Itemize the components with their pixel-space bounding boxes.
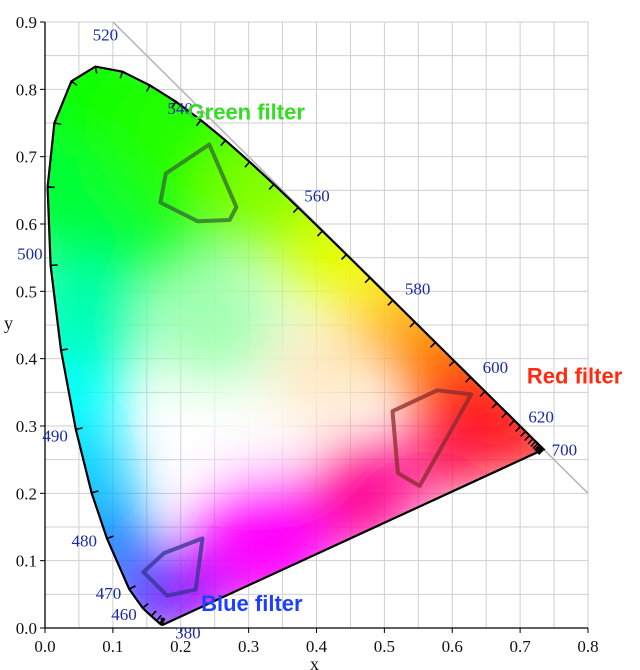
wavelength-tick: [128, 585, 136, 590]
x-tick-label: 0.0: [34, 637, 55, 656]
gamut-blob: [47, 257, 147, 393]
x-tick-label: 0.5: [374, 637, 395, 656]
wavelength-tick: [535, 446, 542, 453]
wavelength-tick: [534, 445, 542, 452]
y-tick-label: 0.6: [16, 215, 37, 234]
wavelength-tick: [155, 614, 162, 622]
wavelength-tick: [501, 412, 508, 419]
wavelength-tick: [340, 253, 348, 261]
wavelength-tick: [268, 183, 275, 190]
wavelength-label: 540: [167, 99, 193, 118]
wavelength-tick: [409, 321, 416, 328]
wavelength-tick: [106, 535, 114, 540]
wavelength-tick: [60, 348, 68, 351]
y-axis-title: y: [4, 313, 13, 333]
wavelength-tick: [75, 427, 83, 431]
wavelength-tick: [244, 161, 251, 168]
x-tick-label: 0.4: [306, 637, 328, 656]
y-tick-label: 0.7: [16, 148, 38, 167]
wavelength-tick: [465, 376, 472, 383]
x-tick-label: 0.3: [238, 637, 259, 656]
wavelength-tick: [292, 206, 299, 214]
y-tick-label: 0.3: [16, 417, 37, 436]
wavelength-tick: [448, 360, 455, 367]
gamut-blob: [268, 325, 365, 420]
filter-label: Blue filter: [201, 591, 303, 616]
filter-outline: [390, 388, 474, 488]
wavelength-tick: [150, 610, 157, 617]
wavelength-tick: [159, 617, 165, 624]
wavelength-label: 470: [96, 584, 122, 603]
wavelength-tick: [145, 84, 151, 92]
wavelength-tick: [527, 438, 534, 445]
filter-outline: [141, 536, 205, 598]
wavelength-label: 620: [528, 407, 554, 426]
wavelength-tick: [532, 442, 539, 450]
y-tick-label: 0.0: [16, 619, 37, 638]
wavelength-tick: [479, 390, 486, 397]
wavelength-tick: [515, 425, 522, 433]
wavelength-label: 500: [17, 244, 43, 263]
x-tick-label: 0.1: [102, 637, 123, 656]
gamut-blob: [153, 264, 276, 386]
wavelength-tick: [160, 618, 166, 625]
wavelength-label: 380: [175, 624, 201, 643]
wavelength-tick: [142, 602, 149, 609]
wavelength-label: 580: [405, 279, 431, 298]
wavelength-tick: [533, 444, 540, 451]
x-tick-label: 0.7: [510, 637, 532, 656]
wavelength-tick: [91, 490, 99, 494]
wavelength-tick: [519, 430, 527, 437]
wavelength-tick: [508, 419, 515, 426]
wavelength-tick: [491, 402, 498, 409]
filter-outline: [158, 142, 239, 224]
wavelength-label: 600: [483, 358, 509, 377]
wavelength-label: 480: [71, 532, 97, 551]
wavelength-ticks: [47, 66, 545, 625]
wavelength-tick: [119, 71, 124, 79]
axes: 0.0 0.1 0.2 0.3 0.4 0.5 0.6 0.7 0.8 0.0 0.1 0.2 0.3 0…: [4, 13, 599, 670]
y-tick-label: 0.2: [16, 484, 37, 503]
x-tick-label: 0.6: [442, 637, 463, 656]
y-tick-label: 0.4: [16, 350, 38, 369]
wavelength-tick: [538, 448, 545, 455]
wavelength-tick: [364, 277, 371, 284]
wavelength-tick: [171, 101, 177, 108]
wavelength-tick: [530, 440, 537, 448]
wavelength-tick: [94, 66, 98, 74]
wavelength-tick: [524, 434, 531, 442]
wavelength-tick: [54, 122, 62, 126]
wavelength-tick: [220, 139, 227, 147]
wavelength-label: 490: [42, 426, 68, 445]
y-tick-label: 0.1: [16, 552, 37, 571]
gamut-blob: [411, 412, 493, 494]
wavelength-label: 560: [304, 187, 330, 206]
y-tick-label: 0.8: [16, 80, 37, 99]
wavelength-label: 460: [111, 605, 137, 624]
filter-label: Red filter: [527, 364, 623, 389]
wavelength-tick: [429, 341, 436, 348]
filter-regions: [141, 142, 474, 598]
x-tick-label: 0.2: [170, 637, 191, 656]
wavelength-label: 700: [552, 440, 578, 459]
wavelength-tick: [195, 119, 202, 127]
y-tick-label: 0.5: [16, 282, 37, 301]
y-tick-label: 0.9: [16, 13, 37, 32]
filter-label: Green filter: [188, 100, 306, 125]
wavelength-tick: [70, 80, 78, 87]
wavelength-tick: [316, 230, 323, 237]
x-tick-label: 0.8: [577, 637, 598, 656]
labels: 380 460 470 480 490 500 520 540 560 580 600 620 700 G…: [17, 26, 623, 643]
wavelength-tick: [50, 264, 58, 267]
x-axis-title: x: [310, 654, 319, 670]
wavelength-label: 520: [93, 26, 119, 45]
wavelength-tick: [387, 299, 394, 306]
